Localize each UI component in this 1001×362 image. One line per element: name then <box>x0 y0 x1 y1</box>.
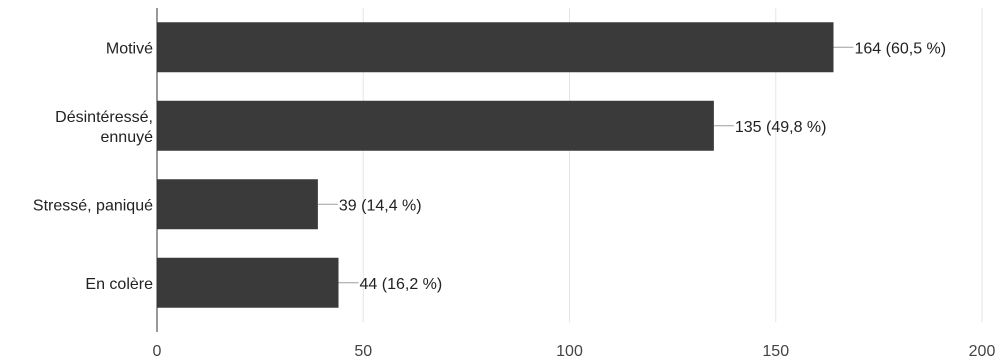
bar-1 <box>157 100 714 151</box>
category-label-3: En colère <box>85 276 153 293</box>
bar-2 <box>157 179 318 230</box>
x-tick-label-50: 50 <box>354 343 372 360</box>
category-label-line: Stressé, paniqué <box>33 197 153 214</box>
x-tick-label-200: 200 <box>969 343 996 360</box>
labels: 0 50 100 150 200 164 (60,5 %) Motivé 135 (49,8 … <box>33 40 996 360</box>
bar-3 <box>157 257 339 308</box>
category-label-1: Désintéressé, ennuyé <box>55 109 153 146</box>
category-label-line: En colère <box>85 276 153 293</box>
category-label-line: Désintéressé, <box>55 109 153 126</box>
data-label-1: 135 (49,8 %) <box>735 119 827 136</box>
category-label-line: Motivé <box>106 40 153 57</box>
category-label-line: ennuyé <box>101 129 154 146</box>
data-label-2: 39 (14,4 %) <box>339 197 422 214</box>
x-tick-label-150: 150 <box>762 343 789 360</box>
category-label-0: Motivé <box>106 40 153 57</box>
x-tick-label-0: 0 <box>153 343 162 360</box>
x-tick-label-100: 100 <box>556 343 583 360</box>
data-label-0: 164 (60,5 %) <box>855 40 947 57</box>
data-label-3: 44 (16,2 %) <box>360 276 443 293</box>
category-label-2: Stressé, paniqué <box>33 197 153 214</box>
bar-0 <box>157 22 834 73</box>
bars <box>157 22 834 308</box>
